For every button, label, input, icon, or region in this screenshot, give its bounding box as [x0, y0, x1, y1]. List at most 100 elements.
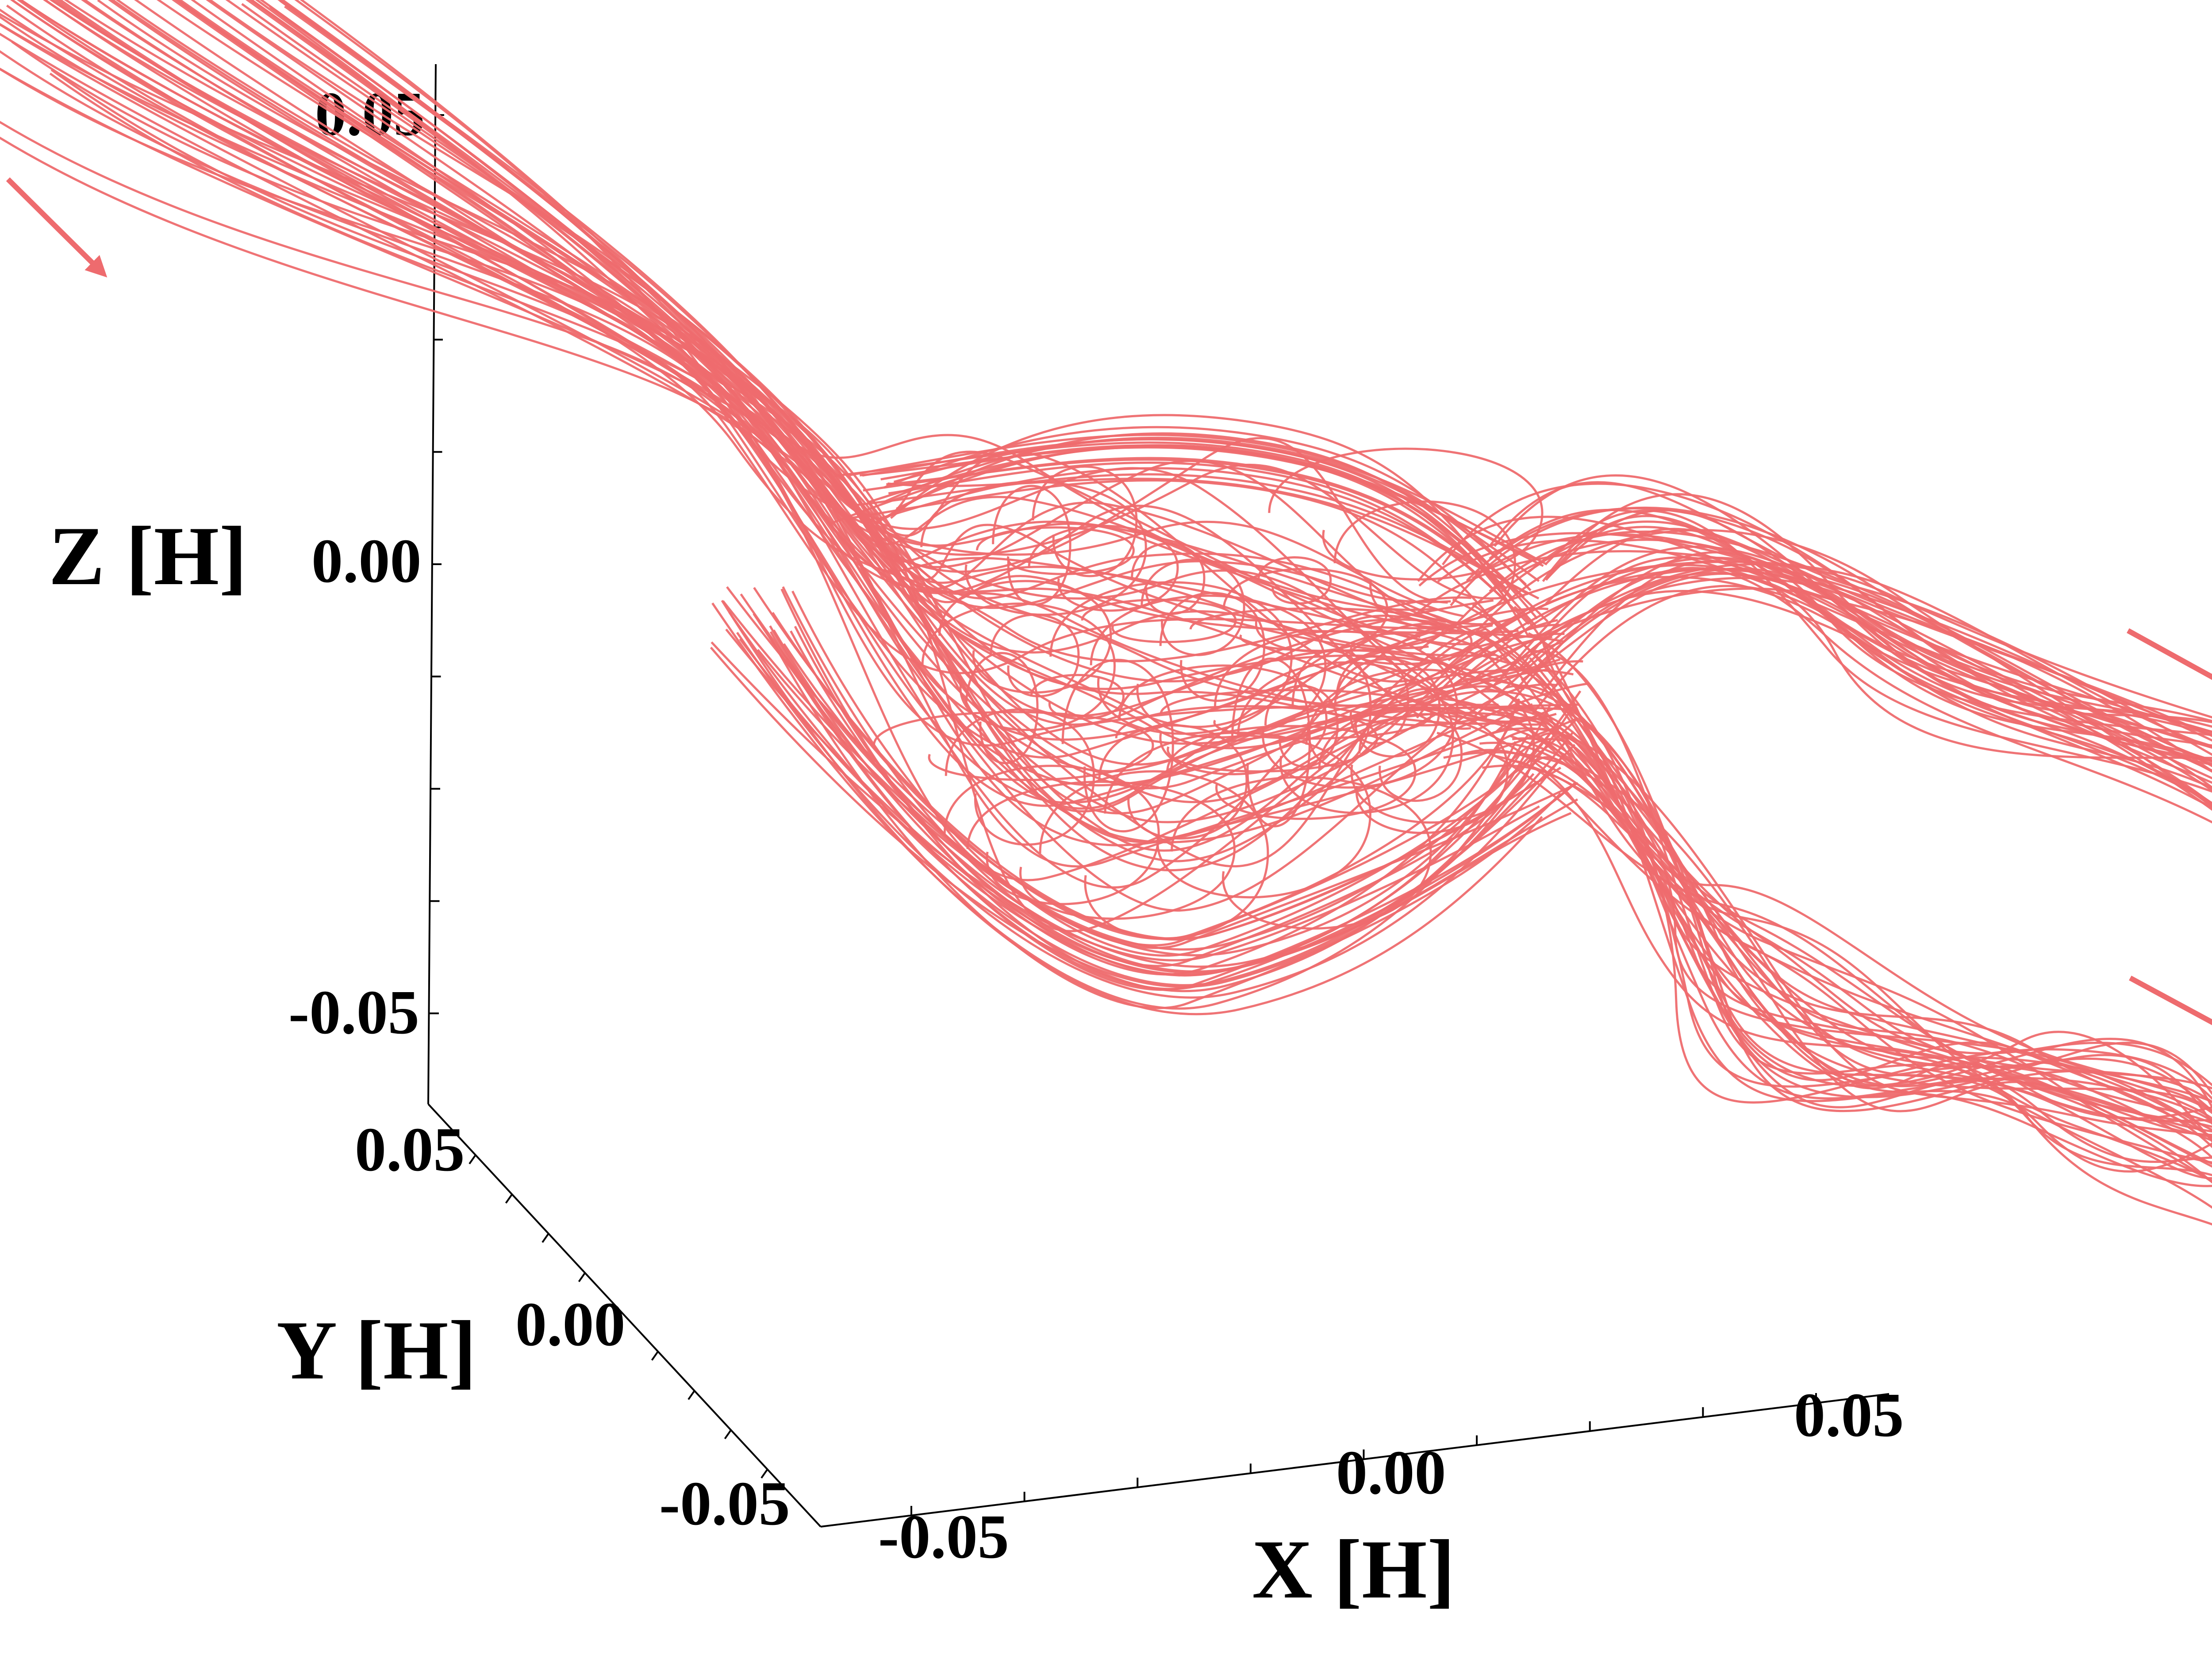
y-axis-tick	[724, 1429, 732, 1440]
x-axis-label: X [H]	[1252, 1523, 1455, 1616]
streamline-outgoing-lower	[1419, 690, 2212, 1098]
streamline-outgoing-upper	[1452, 587, 2212, 811]
streamline-incoming	[0, 68, 1459, 759]
z-axis-line	[427, 64, 437, 1105]
streamline-outgoing-lower	[1484, 634, 2212, 1182]
streamline-envelope	[721, 600, 1543, 1016]
streamline-outgoing-upper	[1450, 506, 2212, 773]
x-tick-label-right: 0.05	[1794, 1380, 1904, 1450]
streamline-loop	[1028, 525, 1179, 612]
streamline-envelope	[890, 414, 1530, 637]
streamline-loop	[1061, 658, 1174, 833]
streamline-outgoing-lower	[1541, 640, 2212, 1104]
streamline-outgoing-lower	[1528, 632, 2212, 1143]
streamline-loop	[975, 526, 1135, 575]
streamline-incoming	[83, 0, 1446, 623]
y-axis-tick	[541, 1233, 549, 1243]
x-axis-line	[820, 1393, 1889, 1528]
streamline-envelope	[856, 473, 1529, 596]
streamline-loop	[992, 485, 1071, 606]
streamline-outgoing-lower	[1496, 716, 2212, 1148]
streamline-outgoing-lower	[1476, 643, 2212, 1183]
streamline-incoming	[178, 0, 1525, 690]
flow-arrows	[6, 177, 2212, 1025]
streamline-envelope	[769, 636, 1562, 1009]
streamline-incoming	[174, 0, 1519, 634]
streamline-incoming	[0, 50, 1560, 862]
streamline-loop	[1141, 558, 1245, 656]
y-axis-tick	[614, 1311, 622, 1322]
streamline-loop	[1081, 598, 1237, 643]
streamline-loop	[1098, 724, 1248, 840]
outflow-arrow-lower	[2129, 975, 2212, 1025]
y-axis-label: Y [H]	[276, 1304, 476, 1397]
streamline-envelope	[736, 631, 1566, 999]
streamline-incoming	[64, 0, 1464, 617]
streamline-loop	[872, 711, 1154, 781]
streamline-envelope	[883, 436, 1548, 566]
streamline-envelope	[769, 631, 1577, 990]
streamline-outgoing-upper	[1418, 532, 2212, 737]
streamline-loop	[1189, 607, 1444, 652]
y-axis-tick	[505, 1193, 513, 1204]
streamline-loop	[1222, 568, 1389, 652]
streamline-outgoing-lower	[1426, 709, 2212, 1163]
y-axis-tick	[469, 1154, 476, 1165]
x-tick-label-left: -0.05	[878, 1501, 1009, 1571]
y-tick-label-bottom: -0.05	[659, 1468, 790, 1538]
streamline-outgoing-lower	[1464, 678, 2212, 1165]
y-axis-tick	[760, 1468, 768, 1479]
streamline-outgoing-upper	[1419, 561, 2212, 749]
streamline-loop	[1291, 650, 1372, 767]
streamline-loop	[1257, 556, 1332, 605]
streamline-incoming	[171, 0, 1444, 803]
streamline-incoming	[294, 0, 1550, 807]
streamline-loop	[1334, 658, 1441, 758]
streamline-incoming	[49, 73, 1494, 626]
streamline-incoming	[50, 0, 1561, 868]
streamline-envelope	[772, 612, 1516, 940]
z-tick-label-mid: 0.00	[311, 526, 422, 596]
streamline-outgoing-upper	[1489, 508, 2212, 804]
streamline-loop	[1160, 689, 1432, 740]
streamline-outgoing-lower	[1473, 632, 2212, 1120]
streamline-envelope	[710, 641, 1540, 962]
streamline-loop	[1237, 661, 1454, 814]
streamline-loop	[1335, 655, 1409, 745]
streamline-outgoing-upper	[1528, 520, 2212, 742]
streamline-outgoing-upper	[1440, 564, 2212, 759]
inflow-arrow	[6, 177, 108, 278]
streamline-loop	[1166, 725, 1417, 820]
streamline-outgoing-upper	[1544, 509, 2212, 793]
streamline-incoming	[225, 0, 1574, 813]
streamline-loop	[965, 652, 1039, 765]
streamline-loop	[1104, 731, 1371, 899]
streamline-outgoing-upper	[1441, 482, 2212, 805]
streamline-incoming	[279, 0, 1494, 726]
streamline-outgoing-lower	[1513, 606, 2212, 1120]
streamline-outgoing-lower	[1529, 650, 2212, 1226]
streamline-incoming	[0, 15, 1558, 912]
axis-labels: Z [H] Y [H] X [H]	[49, 510, 1455, 1616]
streamline-outgoing-lower	[1463, 749, 2212, 1124]
streamline-loop	[1030, 674, 1125, 720]
streamline-outgoing-upper	[1437, 539, 2212, 749]
streamline-outgoing-lower	[1499, 738, 2212, 1112]
streamline-outgoing-upper	[1503, 563, 2212, 719]
axis-ticks	[429, 114, 1817, 1516]
y-tick-label-mid: 0.00	[515, 1289, 626, 1359]
streamline-incoming	[269, 5, 1451, 609]
streamline-envelope	[753, 587, 1539, 940]
streamline-outgoing-upper	[1521, 572, 2212, 724]
y-axis-tick	[651, 1351, 659, 1361]
streamline-outgoing-upper	[1520, 567, 2212, 824]
streamline-envelope	[722, 600, 1578, 949]
streamline-loop	[1214, 630, 1459, 789]
streamline-incoming	[134, 0, 1590, 847]
streamline-outgoing-lower	[1505, 684, 2212, 1125]
axes	[427, 64, 1889, 1528]
streamline-incoming	[81, 0, 1479, 646]
z-tick-label-bottom: -0.05	[288, 977, 419, 1047]
streamline-outgoing-upper	[1540, 560, 2212, 789]
